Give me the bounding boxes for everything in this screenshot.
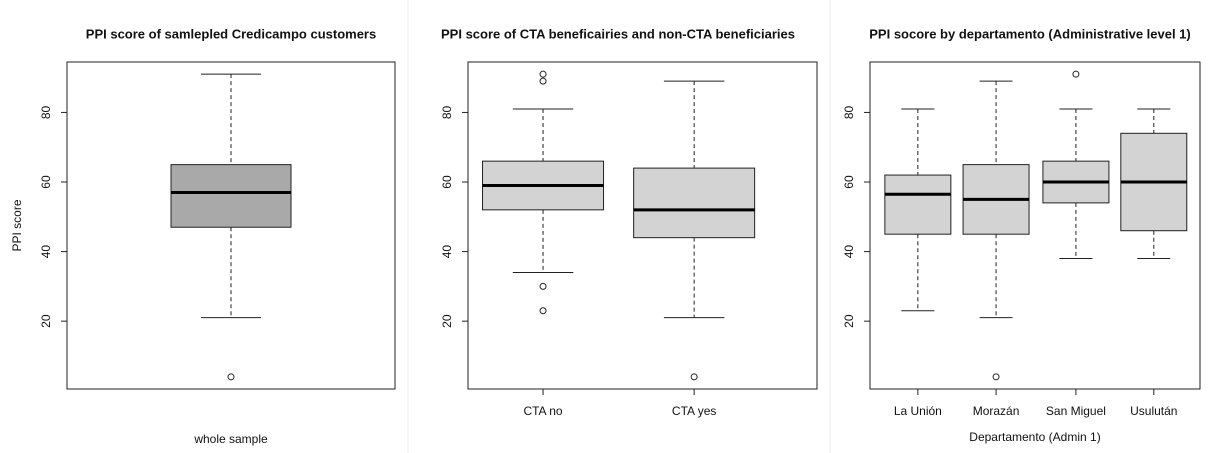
plot-frame bbox=[66, 61, 396, 390]
outlier bbox=[539, 307, 547, 315]
y-tick-label: 60 bbox=[842, 175, 856, 189]
x-tick-label: CTA yes bbox=[672, 404, 716, 418]
y-tick-label: 40 bbox=[39, 245, 53, 259]
x-axis-label: whole sample bbox=[193, 432, 268, 446]
y-tick-label: 60 bbox=[39, 175, 53, 189]
box bbox=[633, 167, 756, 239]
box bbox=[170, 164, 292, 228]
outlier bbox=[539, 282, 547, 290]
x-tick-label: Usulután bbox=[1130, 404, 1177, 418]
y-tick-label: 40 bbox=[842, 245, 856, 259]
outlier bbox=[227, 373, 235, 381]
outlier bbox=[1072, 70, 1080, 78]
x-tick-label: San Miguel bbox=[1046, 404, 1106, 418]
chart-title: PPI socore by departamento (Administrati… bbox=[869, 26, 1191, 41]
outlier bbox=[539, 77, 547, 85]
outlier bbox=[992, 373, 1000, 381]
y-axis-label: PPI score bbox=[10, 199, 24, 251]
x-tick-label: CTA no bbox=[523, 404, 562, 418]
chart-title: PPI score of samlepled Credicampo custom… bbox=[86, 26, 376, 41]
x-tick-label: La Unión bbox=[894, 404, 942, 418]
y-tick-label: 20 bbox=[440, 314, 454, 328]
plot-frame bbox=[467, 61, 818, 390]
box bbox=[884, 174, 952, 235]
y-tick-label: 80 bbox=[440, 105, 454, 119]
y-tick-label: 80 bbox=[842, 105, 856, 119]
y-tick-label: 60 bbox=[440, 175, 454, 189]
chart-title: PPI score of CTA beneficairies and non-C… bbox=[441, 26, 795, 41]
y-tick-label: 20 bbox=[39, 314, 53, 328]
y-tick-label: 40 bbox=[440, 245, 454, 259]
y-tick-label: 80 bbox=[39, 105, 53, 119]
x-axis-label: Departamento (Admin 1) bbox=[969, 430, 1100, 444]
outlier bbox=[539, 70, 547, 78]
x-tick-label: Morazán bbox=[973, 404, 1020, 418]
y-tick-label: 20 bbox=[842, 314, 856, 328]
outlier bbox=[690, 373, 698, 381]
plot-frame bbox=[869, 61, 1201, 390]
